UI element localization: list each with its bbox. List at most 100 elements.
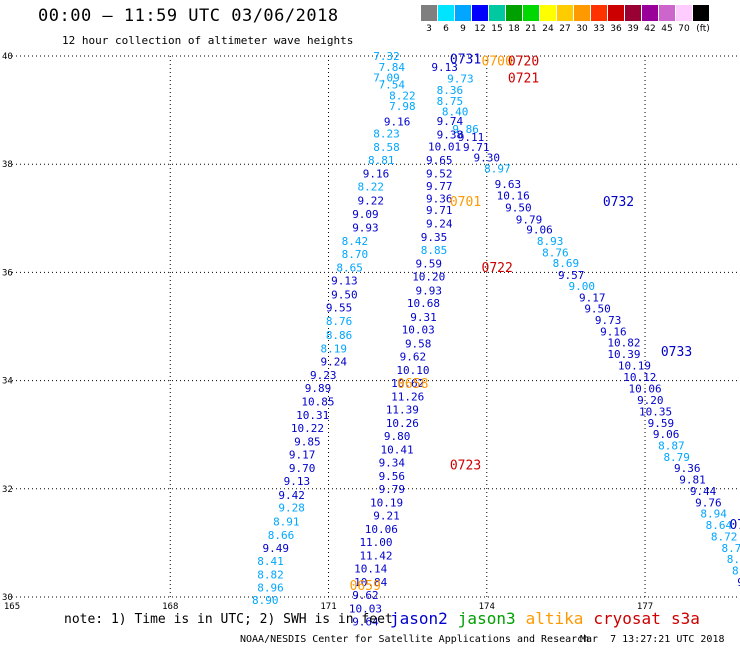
wave-height-point: 10.19 — [370, 496, 403, 509]
wave-height-point: 8.19 — [321, 343, 348, 356]
wave-height-point: 9.55 — [326, 302, 353, 315]
wave-height-point: 8.42 — [342, 235, 369, 248]
wave-height-point: 10.16 — [497, 190, 530, 203]
wave-height-point: 10.62 — [391, 377, 424, 390]
wave-height-point: 11.26 — [391, 390, 424, 403]
credit-line: NOAA/NESDIS Center for Satellite Applica… — [240, 634, 590, 645]
wave-height-point: 10.41 — [381, 443, 414, 456]
wave-height-point: 8.58 — [373, 141, 400, 154]
wave-height-point: 9.77 — [426, 180, 453, 193]
scale-label: 33 — [593, 24, 605, 34]
wave-height-point: 10.12 — [623, 371, 656, 384]
scale-label: 12 — [474, 24, 486, 34]
pass-time-label: 0659 — [350, 579, 381, 594]
pass-time-label: 0733 — [661, 345, 692, 360]
wave-height-point: 9.71 — [463, 141, 490, 154]
wave-height-point: 9.28 — [278, 502, 305, 515]
wave-height-point: 7.54 — [379, 79, 406, 92]
wave-height-point: 10.06 — [628, 383, 661, 396]
legend-altika: altika — [525, 609, 584, 628]
wave-height-point: 9.36 — [426, 192, 453, 205]
wave-height-point: 9.73 — [595, 314, 622, 327]
wave-height-point: 9.21 — [373, 509, 400, 522]
wave-height-point: 9.50 — [584, 303, 611, 316]
wave-height-point: 9.13 — [331, 275, 358, 288]
wave-height-point: 8.22 — [357, 180, 384, 193]
wave-height-point: 9.62 — [400, 350, 427, 363]
scale-label: 39 — [627, 24, 639, 34]
y-tick-label: 30 — [2, 593, 13, 603]
wave-height-point: 7.98 — [389, 100, 416, 113]
scale-label: 70 — [678, 24, 690, 34]
wave-height-point: 9.34 — [379, 456, 406, 469]
wave-height-point: 9.16 — [600, 325, 627, 338]
wave-height-point: 9.56 — [379, 470, 406, 483]
wave-height-point: 9.00 — [568, 280, 595, 293]
wave-height-point: 9.57 — [558, 269, 585, 282]
footnote: note: 1) Time is in UTC; 2) SWH is in fe… — [64, 612, 393, 627]
scale-swatch — [557, 5, 573, 21]
scale-swatch — [676, 5, 692, 21]
wave-height-point: 9.70 — [289, 462, 316, 475]
scale-swatch — [608, 5, 624, 21]
pass-time-label: 0721 — [508, 72, 539, 87]
wave-height-point: 10.06 — [365, 523, 398, 536]
wave-height-point: 10.35 — [639, 405, 672, 418]
wave-height-point: 9.22 — [357, 194, 384, 207]
wave-height-point: 9.89 — [305, 382, 332, 395]
legend-s3a: s3a — [671, 609, 700, 628]
wave-height-point: 9.73 — [447, 73, 474, 86]
wave-height-point: 8.82 — [257, 568, 284, 581]
wave-height-point: 8.64 — [706, 519, 733, 532]
wave-height-point: 9.58 — [405, 337, 432, 350]
scale-swatch — [693, 5, 709, 21]
wave-height-point: 8.19 — [727, 553, 740, 566]
generation-timestamp: Mar 7 13:27:21 UTC 2018 — [580, 634, 725, 645]
wave-height-point: 9.62 — [352, 589, 379, 602]
wave-height-point: 10.19 — [618, 359, 651, 372]
wave-height-point: 9.31 — [410, 311, 437, 324]
scale-swatch — [540, 5, 556, 21]
y-tick-label: 36 — [2, 268, 13, 278]
pass-time-label: 0720 — [508, 54, 539, 69]
wave-height-point: 11.00 — [359, 536, 392, 549]
wave-height-point: 9.49 — [263, 542, 290, 555]
wave-height-point: 10.85 — [301, 396, 334, 409]
y-tick-label: 32 — [2, 485, 13, 495]
scale-label: 3 — [426, 24, 432, 34]
wave-height-point: 9.09 — [352, 208, 379, 221]
wave-height-point: 8.85 — [421, 244, 448, 257]
wave-height-point: 9.44 — [690, 485, 717, 498]
scale-label: 36 — [610, 24, 622, 34]
wave-height-point: 9.79 — [516, 213, 543, 226]
wave-height-point: 9.50 — [331, 289, 358, 302]
y-tick-label: 40 — [2, 52, 13, 62]
legend-cryosat: cryosat — [593, 609, 661, 628]
wave-height-point: 10.22 — [291, 422, 324, 435]
scale-label: 27 — [559, 24, 571, 34]
scale-swatch — [438, 5, 454, 21]
scale-swatch — [421, 5, 437, 21]
scale-label: 6 — [443, 24, 449, 34]
pass-time-label: 0723 — [450, 458, 481, 473]
wave-height-point: 9.76 — [695, 496, 722, 509]
wave-height-point: 10.14 — [354, 562, 387, 575]
chart-subtitle: 12 hour collection of altimeter wave hei… — [62, 34, 354, 47]
wave-height-point: 8.36 — [437, 84, 464, 97]
wave-height-point: 9.50 — [505, 201, 532, 214]
wave-height-point: 8.70 — [342, 248, 369, 261]
pass-time-label: 0722 — [482, 261, 513, 276]
scale-label: 15 — [491, 24, 503, 34]
wave-height-point: 9.42 — [278, 489, 305, 502]
x-tick-label: 171 — [320, 602, 336, 612]
pass-time-label: 0731 — [450, 53, 481, 68]
scale-swatch — [574, 5, 590, 21]
wave-height-point: 8.90 — [252, 594, 279, 607]
wave-height-point: 9.11 — [458, 131, 485, 144]
wave-height-point: 8.69 — [553, 257, 580, 270]
wave-height-point: 9.64 — [352, 615, 379, 628]
pass-time-label: 0700 — [482, 54, 513, 69]
wave-height-point: 10.31 — [296, 409, 329, 422]
wave-height-point: 8.91 — [273, 515, 300, 528]
